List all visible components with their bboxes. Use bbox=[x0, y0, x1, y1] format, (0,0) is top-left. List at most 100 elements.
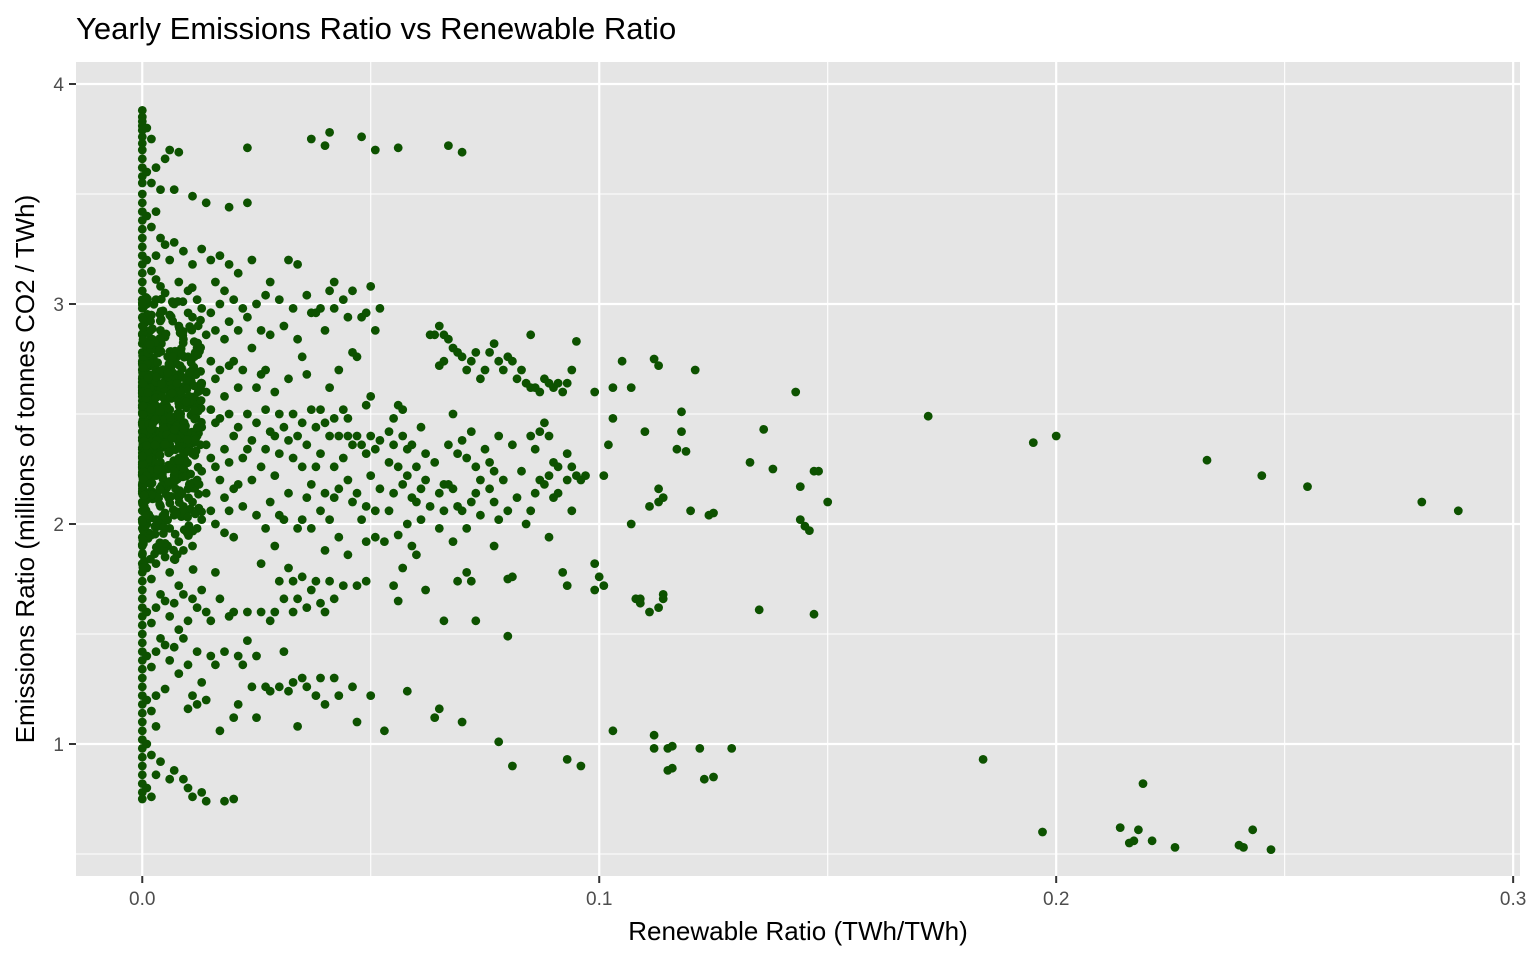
data-point bbox=[137, 752, 147, 762]
data-point bbox=[160, 552, 170, 562]
data-point bbox=[535, 387, 545, 397]
data-point bbox=[439, 616, 449, 626]
data-point bbox=[672, 444, 682, 454]
data-point bbox=[243, 607, 252, 617]
data-point bbox=[352, 352, 362, 362]
data-point bbox=[457, 717, 467, 727]
data-point bbox=[183, 512, 193, 522]
data-point bbox=[178, 373, 188, 382]
data-point bbox=[530, 444, 540, 454]
data-point bbox=[343, 475, 353, 485]
data-point bbox=[171, 484, 181, 494]
data-point bbox=[508, 356, 517, 366]
data-point bbox=[562, 581, 572, 590]
data-point bbox=[361, 576, 371, 586]
data-point bbox=[334, 484, 344, 494]
data-point bbox=[137, 682, 147, 692]
data-point bbox=[197, 788, 207, 797]
data-point bbox=[137, 198, 147, 208]
data-point bbox=[402, 519, 412, 529]
data-point bbox=[150, 529, 160, 539]
data-point bbox=[576, 761, 586, 771]
data-point bbox=[384, 427, 394, 436]
data-point bbox=[1038, 827, 1047, 837]
data-point bbox=[302, 440, 312, 450]
data-point bbox=[361, 502, 371, 511]
data-point bbox=[316, 673, 325, 683]
data-point bbox=[357, 132, 366, 142]
data-point bbox=[224, 317, 234, 326]
data-point bbox=[329, 493, 339, 502]
data-point bbox=[160, 512, 170, 522]
data-point bbox=[370, 506, 380, 516]
data-point bbox=[348, 440, 357, 450]
data-point bbox=[150, 522, 160, 531]
data-point bbox=[252, 383, 261, 392]
data-point bbox=[147, 706, 156, 716]
data-point bbox=[1453, 506, 1463, 516]
data-point bbox=[329, 673, 339, 683]
data-point bbox=[193, 350, 203, 360]
data-point bbox=[311, 576, 321, 586]
data-point bbox=[366, 691, 376, 700]
plot-panel bbox=[76, 62, 1520, 876]
data-point bbox=[147, 178, 156, 188]
data-point bbox=[476, 510, 485, 520]
data-point bbox=[562, 755, 572, 764]
data-point bbox=[137, 629, 147, 639]
data-point bbox=[220, 392, 229, 401]
data-point bbox=[183, 783, 193, 793]
data-point bbox=[476, 374, 485, 384]
data-point bbox=[297, 673, 307, 683]
data-point bbox=[147, 662, 156, 672]
data-point bbox=[247, 343, 257, 353]
data-point bbox=[233, 480, 243, 489]
data-point bbox=[137, 242, 147, 252]
data-point bbox=[759, 425, 769, 434]
data-point bbox=[325, 515, 334, 524]
data-point bbox=[1248, 825, 1258, 835]
data-point bbox=[138, 363, 148, 372]
data-point bbox=[681, 447, 691, 456]
data-point bbox=[215, 594, 225, 604]
data-point bbox=[302, 682, 312, 692]
data-point bbox=[161, 329, 171, 339]
data-point bbox=[306, 480, 316, 489]
data-point bbox=[151, 251, 161, 260]
data-point bbox=[137, 585, 147, 595]
data-point bbox=[649, 354, 659, 364]
data-point bbox=[265, 277, 275, 287]
data-point bbox=[168, 352, 178, 362]
data-point bbox=[151, 770, 161, 780]
data-point bbox=[320, 488, 330, 498]
data-point bbox=[608, 383, 618, 392]
data-point bbox=[137, 717, 147, 727]
data-point bbox=[311, 691, 321, 700]
data-point bbox=[201, 607, 211, 617]
data-point bbox=[453, 449, 462, 458]
data-points bbox=[137, 106, 1463, 854]
data-point bbox=[201, 330, 211, 340]
data-point bbox=[412, 550, 421, 560]
data-point bbox=[206, 255, 216, 265]
data-point bbox=[261, 290, 270, 300]
data-point bbox=[302, 603, 312, 612]
data-point bbox=[252, 713, 261, 722]
data-point bbox=[142, 651, 152, 661]
data-point bbox=[182, 528, 192, 538]
data-point bbox=[471, 616, 481, 626]
data-point bbox=[306, 585, 316, 595]
data-point bbox=[380, 726, 389, 736]
data-point bbox=[137, 594, 147, 604]
data-point bbox=[192, 603, 202, 612]
data-point bbox=[188, 594, 197, 604]
data-point bbox=[297, 572, 307, 582]
data-point bbox=[398, 431, 408, 441]
data-point bbox=[224, 458, 234, 467]
data-point bbox=[686, 506, 695, 516]
data-point bbox=[211, 326, 220, 335]
data-point bbox=[416, 422, 426, 432]
data-point bbox=[142, 211, 152, 221]
data-point bbox=[156, 757, 165, 766]
data-point bbox=[172, 550, 182, 559]
